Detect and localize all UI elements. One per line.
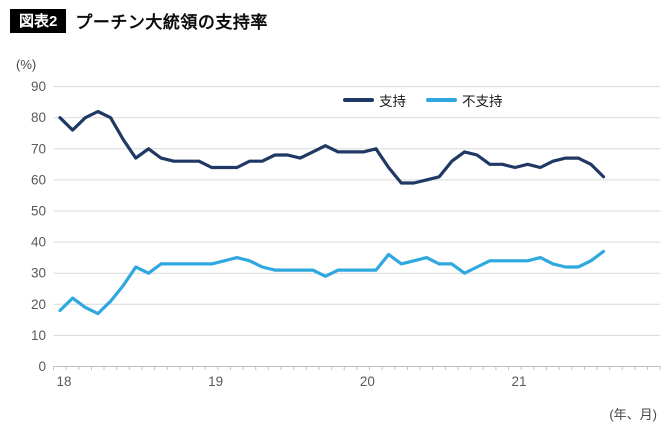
y-tick-label: 40 [31, 235, 46, 250]
legend-label-approve: 支持 [379, 94, 406, 109]
x-axis-unit-label: (年、月) [609, 407, 657, 422]
legend-item-approve: 支持 [343, 90, 406, 110]
y-tick-label: 50 [31, 204, 46, 219]
y-tick-label: 30 [31, 266, 46, 281]
y-tick-label: 60 [31, 172, 46, 187]
x-tick-label: 21 [512, 374, 527, 389]
series-line [58, 109, 606, 185]
legend-label-disapprove: 不支持 [462, 94, 503, 109]
x-tick-label: 19 [208, 374, 223, 389]
y-tick-label: 80 [31, 110, 46, 125]
y-tick-label: 10 [31, 328, 46, 343]
page-title: プーチン大統領の支持率 [75, 13, 268, 32]
figure-header: 図表2 プーチン大統領の支持率 [10, 8, 268, 33]
legend-item-disapprove: 不支持 [426, 90, 503, 110]
figure-tag: 図表2 [10, 8, 67, 33]
x-tick-label: 20 [360, 374, 375, 389]
y-tick-label: 90 [31, 79, 46, 94]
y-tick-label: 70 [31, 141, 46, 156]
y-axis-unit-label: (%) [16, 57, 37, 72]
approve-line-swatch-icon [343, 98, 374, 102]
y-tick-label: 0 [38, 359, 46, 374]
series-line [58, 249, 606, 316]
disapprove-line-swatch-icon [426, 98, 457, 102]
y-tick-label: 20 [31, 297, 46, 312]
x-tick-label: 18 [56, 374, 71, 389]
legend: 支持 不支持 [343, 90, 503, 110]
